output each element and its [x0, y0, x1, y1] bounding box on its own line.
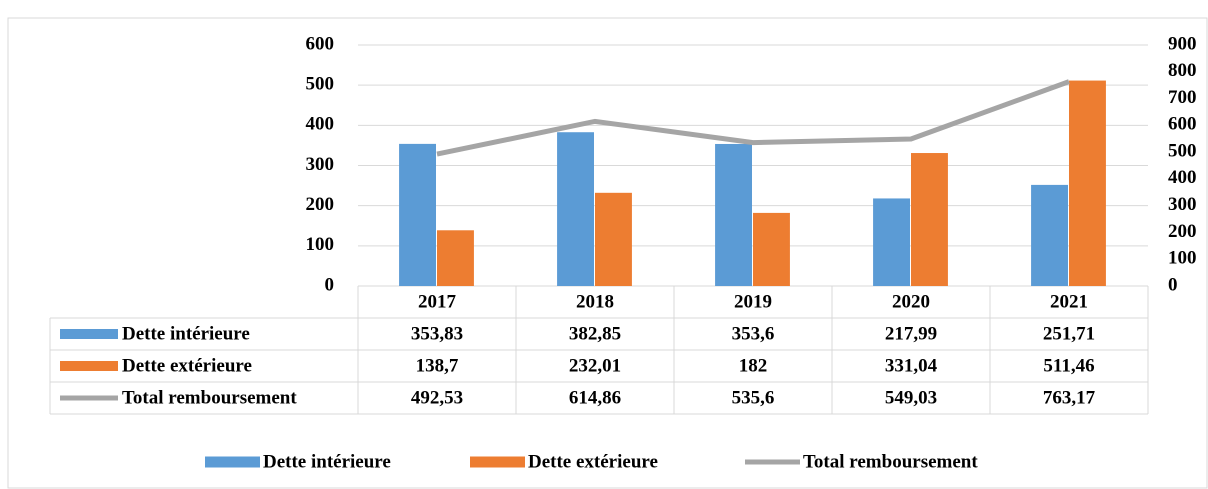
table-cell: 492,53 — [411, 387, 463, 408]
y2-tick-label: 0 — [1168, 274, 1178, 295]
table-cell: 549,03 — [885, 387, 937, 408]
table-cell: 331,04 — [885, 355, 938, 376]
table-cell: 511,46 — [1043, 355, 1094, 376]
y-tick-label: 100 — [306, 234, 335, 255]
y2-tick-label: 100 — [1168, 248, 1197, 269]
bar — [399, 143, 436, 286]
legend-key — [205, 456, 260, 468]
y-tick-label: 400 — [306, 114, 335, 135]
table-cell: 353,6 — [732, 323, 775, 344]
legend-label: Dette intérieure — [263, 451, 391, 472]
y-tick-label: 200 — [306, 194, 335, 215]
table-cell: 232,01 — [569, 355, 621, 376]
y-tick-label: 300 — [306, 154, 335, 175]
y2-tick-label: 400 — [1168, 167, 1197, 188]
bar — [911, 153, 948, 286]
legend-label: Dette extérieure — [528, 451, 658, 472]
table-cell: 614,86 — [569, 387, 621, 408]
y2-tick-label: 600 — [1168, 114, 1197, 135]
bar — [557, 132, 594, 286]
legend-key — [470, 456, 525, 468]
chart-border — [7, 17, 1208, 489]
table-cell: 251,71 — [1043, 323, 1095, 344]
bar — [715, 143, 752, 286]
legend-key — [60, 329, 118, 339]
table-cell: 353,83 — [411, 323, 463, 344]
x-tick-label: 2017 — [418, 291, 457, 312]
table-cell: 763,17 — [1043, 387, 1096, 408]
table-row-label: Total remboursement — [122, 387, 297, 408]
y2-tick-label: 200 — [1168, 221, 1197, 242]
y2-tick-label: 300 — [1168, 194, 1197, 215]
x-tick-label: 2020 — [892, 291, 930, 312]
bar — [437, 230, 474, 286]
bar — [595, 192, 632, 286]
table-cell: 182 — [739, 355, 768, 376]
table-cell: 382,85 — [569, 323, 621, 344]
y2-tick-label: 800 — [1168, 60, 1197, 81]
table-cell: 217,99 — [885, 323, 937, 344]
y-tick-label: 0 — [325, 274, 335, 295]
y-tick-label: 500 — [306, 74, 335, 95]
line — [436, 79, 1070, 157]
legend-label: Total remboursement — [803, 451, 978, 472]
x-tick-label: 2021 — [1050, 291, 1088, 312]
bar — [1069, 80, 1106, 286]
x-tick-label: 2019 — [734, 291, 772, 312]
table-row-label: Dette extérieure — [122, 355, 252, 376]
table-cell: 138,7 — [416, 355, 459, 376]
y-tick-label: 600 — [306, 33, 335, 54]
y2-tick-label: 700 — [1168, 87, 1197, 108]
table-cell: 535,6 — [732, 387, 775, 408]
bar — [753, 212, 790, 286]
bar — [873, 198, 910, 286]
x-tick-label: 2018 — [576, 291, 614, 312]
table-row-label: Dette intérieure — [122, 323, 250, 344]
legend-key — [60, 361, 118, 371]
bar — [1031, 184, 1068, 286]
y2-tick-label: 500 — [1168, 140, 1197, 161]
y2-tick-label: 900 — [1168, 33, 1197, 54]
